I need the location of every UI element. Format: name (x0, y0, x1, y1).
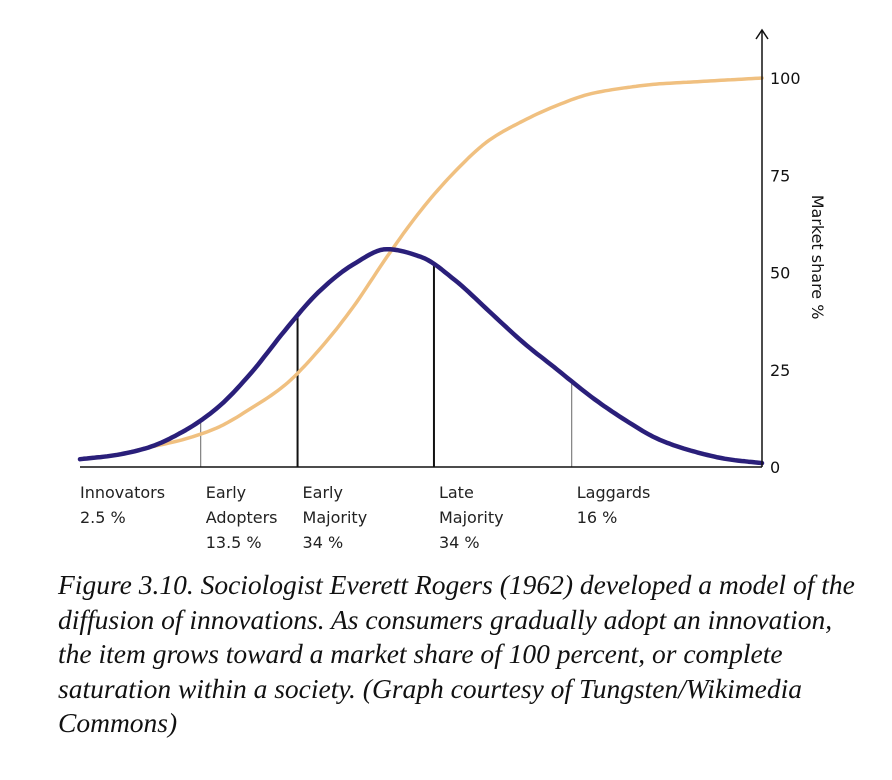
y-tick-label: 25 (770, 361, 790, 380)
category-label-line: 16 % (577, 508, 618, 527)
y-axis-title: Market share % (808, 195, 827, 320)
category-label-line: Adopters (206, 508, 278, 527)
y-axis-ticks: 0 25 50 75 100 (770, 69, 801, 477)
category-labels: Innovators 2.5 % Early Adopters 13.5 % Early M… (80, 483, 650, 552)
category-label-line: 2.5 % (80, 508, 126, 527)
category-label-line: Late (439, 483, 474, 502)
category-label-line: 34 % (303, 533, 344, 552)
category-label-line: Majority (439, 508, 504, 527)
category-label-line: 13.5 % (206, 533, 262, 552)
adoption-curve (77, 246, 765, 466)
y-axis-arrow-icon (755, 28, 769, 40)
y-tick-label: 0 (770, 458, 780, 477)
figure-caption: Figure 3.10. Sociologist Everett Rogers … (58, 569, 855, 738)
category-label-line: Innovators (80, 483, 165, 502)
diffusion-chart: 0 25 50 75 100 Innovators 2.5 % Early Adopters 1… (77, 28, 827, 552)
chart-curves (77, 76, 765, 466)
segment-dividers (200, 263, 573, 467)
y-tick-label: 100 (770, 69, 801, 88)
y-tick-label: 75 (770, 166, 790, 185)
category-label-line: Early (206, 483, 246, 502)
market-share-curve (78, 76, 764, 461)
category-label-line: Majority (303, 508, 368, 527)
chart-axes (80, 28, 769, 468)
y-tick-label: 50 (770, 264, 790, 283)
category-label-line: Laggards (577, 483, 651, 502)
category-label-line: 34 % (439, 533, 480, 552)
category-label-line: Early (303, 483, 343, 502)
